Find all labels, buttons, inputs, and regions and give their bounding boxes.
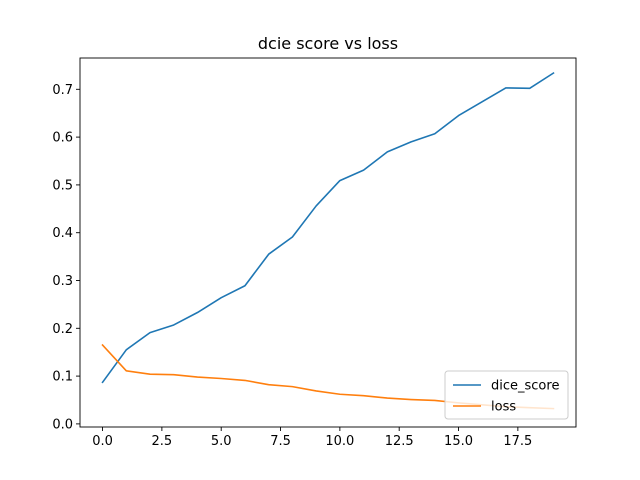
legend-label-dice-score: dice_score bbox=[491, 379, 559, 394]
legend-box bbox=[444, 370, 569, 420]
x-tick-label: 12.5 bbox=[385, 434, 414, 449]
y-tick-label: 0.1 bbox=[52, 370, 73, 385]
y-tick-label: 0.0 bbox=[52, 417, 73, 432]
y-tick-label: 0.4 bbox=[52, 226, 73, 241]
y-tick-label: 0.6 bbox=[52, 131, 73, 146]
axes-frame bbox=[79, 57, 577, 428]
y-tick-label: 0.5 bbox=[52, 178, 73, 193]
x-tick-label: 15.0 bbox=[444, 434, 473, 449]
x-tick-label: 0.0 bbox=[92, 434, 113, 449]
x-tick-label: 2.5 bbox=[152, 434, 173, 449]
y-tick-label: 0.2 bbox=[52, 322, 73, 337]
y-tick-label: 0.3 bbox=[52, 274, 73, 289]
series-line-dice-score bbox=[101, 71, 555, 384]
plot-background bbox=[80, 58, 576, 427]
x-tick-label: 17.5 bbox=[503, 434, 532, 449]
y-tick-label: 0.7 bbox=[52, 83, 73, 98]
legend-label-loss: loss bbox=[491, 400, 516, 415]
x-tick-label: 7.5 bbox=[270, 434, 291, 449]
x-tick-label: 5.0 bbox=[211, 434, 232, 449]
x-tick-label: 10.0 bbox=[325, 434, 354, 449]
plot-area bbox=[80, 58, 576, 427]
axes: 0.0 2.5 5.0 7.5 10.0 12.5 15.0 17.5 0.0 0.1 0.2 0.3… bbox=[52, 57, 577, 449]
chart-title: dcie score vs loss bbox=[258, 34, 398, 53]
